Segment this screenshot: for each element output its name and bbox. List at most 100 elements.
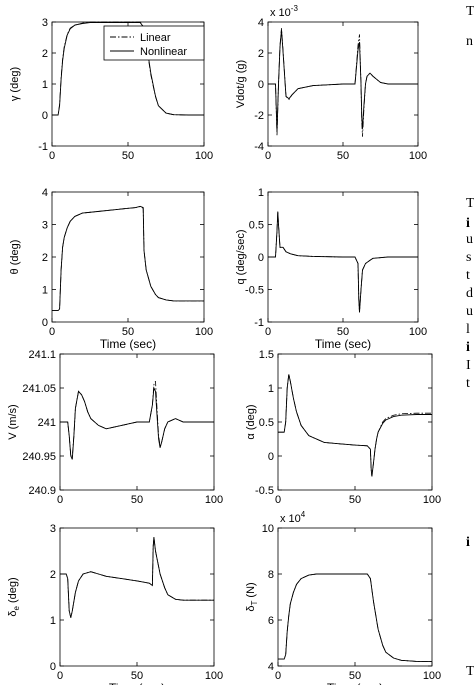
chart-panel: 0 50 100 -4 -2 0 2 4 Vdot/g (g) x 10-3 <box>235 4 427 162</box>
y-tick-label: 6 <box>268 615 274 627</box>
x-tick-label: 0 <box>49 150 55 162</box>
series-line-nonlinear <box>60 537 214 618</box>
y-tick-label: 241.1 <box>28 349 56 361</box>
x-tick-label: 50 <box>349 494 361 506</box>
x-tick-label: 0 <box>49 326 55 338</box>
y-axis-label: q (deg/sec) <box>235 229 247 284</box>
series-line-nonlinear <box>60 386 214 460</box>
x-tick-label: 0 <box>265 326 271 338</box>
y-tick-label: 0 <box>268 451 274 463</box>
edge-text-fragment: t <box>466 268 470 283</box>
x-tick-label: 100 <box>205 494 223 506</box>
series-line-nonlinear <box>52 205 204 312</box>
edge-text-fragment: T <box>466 196 474 211</box>
series-line-linear <box>52 206 204 312</box>
y-axis-label: Vdot/g (g) <box>235 60 247 108</box>
edge-text-fragment: l <box>466 322 470 337</box>
series-line-linear <box>60 537 214 618</box>
x-tick-label: 100 <box>195 150 213 162</box>
y-tick-label: 241 <box>38 417 56 429</box>
y-tick-label: 2 <box>50 569 56 581</box>
y-axis-label: θ (deg) <box>9 240 21 275</box>
y-tick-label: 0 <box>258 252 264 264</box>
y-tick-label: 3 <box>42 17 48 29</box>
chart-panel: 0 50 100 -1 -0.5 0 0.5 1 q (deg/sec) Time (sec) <box>235 187 427 351</box>
y-tick-label: 0 <box>42 110 48 122</box>
edge-text-fragment: i <box>466 216 470 231</box>
x-axis-label: Time (sec) <box>109 681 165 685</box>
y-tick-label: -4 <box>254 141 264 153</box>
series-line-linear <box>278 573 432 662</box>
y-tick-label: 0.5 <box>249 220 264 232</box>
y-tick-label: 0 <box>258 79 264 91</box>
x-tick-label: 50 <box>337 150 349 162</box>
y-tick-label: 4 <box>268 661 274 673</box>
edge-text-fragment: d <box>466 286 473 301</box>
x-axis-label: Time (sec) <box>315 337 371 351</box>
y-tick-label: 1 <box>268 383 274 395</box>
edge-text-fragment: T <box>466 4 474 19</box>
y-tick-label: 1 <box>42 285 48 297</box>
edge-text-fragment: u <box>466 232 473 247</box>
y-tick-label: 3 <box>42 220 48 232</box>
axes-frame <box>277 527 433 667</box>
y-tick-label: 4 <box>42 187 48 199</box>
series-line-nonlinear <box>52 22 204 116</box>
y-axis-label: δe (deg) <box>7 577 21 616</box>
x-tick-label: 50 <box>122 326 134 338</box>
series-line-linear <box>268 211 418 313</box>
legend-entry: Linear <box>140 32 171 44</box>
x-tick-label: 50 <box>337 326 349 338</box>
y-tick-label: 240.9 <box>28 485 56 497</box>
edge-text-fragment: u <box>466 304 473 319</box>
x-tick-label: 50 <box>122 150 134 162</box>
x-tick-label: 0 <box>57 670 63 682</box>
axis-scale-label: x 104 <box>280 510 306 525</box>
x-tick-label: 0 <box>275 670 281 682</box>
y-axis-label: α (deg) <box>245 404 257 439</box>
edge-text-fragment: s <box>466 250 472 265</box>
x-tick-label: 50 <box>349 670 361 682</box>
axes-frame <box>277 353 433 491</box>
x-tick-label: 100 <box>195 326 213 338</box>
y-tick-label: 3 <box>50 523 56 535</box>
edge-text-fragment: T <box>466 664 474 679</box>
y-tick-label: 2 <box>258 48 264 60</box>
x-tick-label: 100 <box>205 670 223 682</box>
y-tick-label: 0 <box>50 661 56 673</box>
y-tick-label: 4 <box>258 17 264 29</box>
y-tick-label: 240.95 <box>22 451 56 463</box>
y-axis-label: δT (N) <box>245 582 259 611</box>
chart-panel: 0 50 100 0 1 2 3 4 θ (deg) Time (sec) <box>9 187 213 351</box>
chart-panel: 0 50 100 4 6 8 10 δT (N) Time (sec) x 104 <box>245 510 441 685</box>
edge-text-fragment: i <box>466 340 470 355</box>
series-line-nonlinear <box>268 211 418 313</box>
edge-text-fragment: t <box>466 376 470 391</box>
x-axis-label: Time (sec) <box>100 337 156 351</box>
x-tick-label: 50 <box>131 670 143 682</box>
x-tick-label: 0 <box>265 150 271 162</box>
edge-text-fragment: n <box>466 34 473 49</box>
y-tick-label: 2 <box>42 252 48 264</box>
y-tick-label: -2 <box>254 110 264 122</box>
y-tick-label: -0.5 <box>255 485 274 497</box>
y-tick-label: -1 <box>254 317 264 329</box>
axes-frame <box>59 527 215 667</box>
series-line-nonlinear <box>278 374 432 477</box>
series-line-linear <box>268 28 418 137</box>
y-tick-label: 8 <box>268 569 274 581</box>
y-tick-label: 1 <box>50 615 56 627</box>
y-tick-label: 1.5 <box>259 349 274 361</box>
series-line-nonlinear <box>268 29 418 133</box>
y-tick-label: 0 <box>42 317 48 329</box>
legend-box <box>103 25 205 61</box>
y-tick-label: 10 <box>262 523 274 535</box>
edge-text-fragment: I <box>466 358 471 373</box>
chart-panel: 0 50 100 240.9 240.95 241 241.05 241.1 V (m/s) <box>7 349 223 506</box>
x-tick-label: 100 <box>423 670 441 682</box>
y-tick-label: 241.05 <box>22 383 56 395</box>
y-tick-label: 1 <box>258 187 264 199</box>
chart-panel: 0 50 100-0.500.511.5α (deg) <box>245 349 441 506</box>
y-axis-label: γ (deg) <box>9 67 21 101</box>
